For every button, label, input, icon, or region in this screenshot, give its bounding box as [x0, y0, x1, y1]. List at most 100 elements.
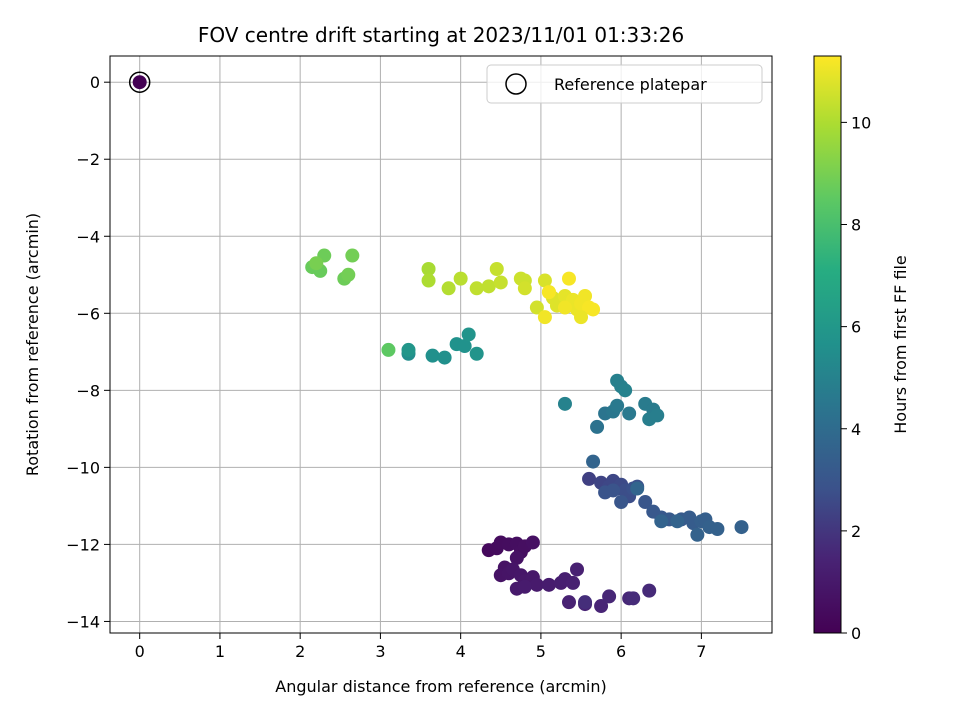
- legend-marker: [505, 73, 527, 95]
- y-tick-label: −14: [66, 612, 100, 631]
- data-point: [461, 327, 476, 342]
- y-tick-label: −8: [76, 381, 100, 400]
- colorbar-tick-label: 10: [851, 113, 871, 132]
- data-point: [425, 348, 440, 363]
- y-tick-label: −4: [76, 227, 100, 246]
- reference-circle: [128, 71, 151, 93]
- data-point: [537, 310, 552, 325]
- colorbar-tick-label: 6: [851, 318, 861, 337]
- legend: Reference platepar: [486, 64, 763, 104]
- x-axis-label: Angular distance from reference (arcmin): [275, 677, 606, 696]
- data-point: [574, 310, 589, 325]
- data-point: [421, 273, 436, 288]
- data-point: [638, 495, 653, 510]
- x-tick-label: 3: [375, 642, 385, 661]
- data-point: [642, 583, 657, 598]
- reference-marker: [128, 71, 151, 93]
- data-point: [618, 383, 633, 398]
- grid-lines: [110, 56, 772, 633]
- x-tick-label: 0: [135, 642, 145, 661]
- data-point: [517, 579, 532, 594]
- colorbar-tick-label: 2: [851, 522, 861, 541]
- colorbar-tick-label: 8: [851, 216, 861, 235]
- data-point: [381, 342, 396, 357]
- data-point: [441, 281, 456, 296]
- x-tick-label: 1: [215, 642, 225, 661]
- data-point: [557, 396, 572, 411]
- data-point: [630, 481, 645, 496]
- data-point: [541, 285, 556, 300]
- x-tick-label: 6: [616, 642, 626, 661]
- plot-frame: [109, 55, 773, 634]
- x-axis-ticks: 0 1 2 3 4 5 6 7: [135, 633, 706, 661]
- y-tick-label: −12: [66, 535, 100, 554]
- data-point: [622, 406, 637, 421]
- x-tick-label: 2: [295, 642, 305, 661]
- data-point: [421, 262, 436, 277]
- legend-label: Reference platepar: [554, 75, 707, 94]
- data-point: [437, 350, 452, 365]
- data-point: [610, 398, 625, 413]
- y-tick-label: −10: [66, 458, 100, 477]
- data-point: [578, 595, 593, 610]
- data-point: [525, 535, 540, 550]
- x-tick-label: 7: [696, 642, 706, 661]
- data-point: [469, 281, 484, 296]
- x-tick-label: 4: [456, 642, 466, 661]
- data-point: [469, 346, 484, 361]
- data-point: [561, 271, 576, 286]
- data-point: [509, 550, 524, 565]
- data-point: [606, 483, 621, 498]
- y-axis-ticks: 0 −2 −4 −6 −8 −10 −12 −14: [66, 73, 110, 631]
- data-point: [493, 275, 508, 290]
- data-point: [586, 454, 601, 469]
- data-point: [654, 514, 669, 529]
- data-point: [529, 300, 544, 315]
- data-point: [594, 599, 609, 614]
- data-point: [582, 471, 597, 486]
- y-tick-label: −2: [76, 150, 100, 169]
- data-point: [602, 589, 617, 604]
- data-point: [537, 273, 552, 288]
- data-point: [557, 300, 572, 315]
- data-point: [561, 595, 576, 610]
- colorbar-ticks: 0 2 4 6 8 10: [841, 113, 871, 643]
- chart-title: FOV centre drift starting at 2023/11/01 …: [198, 23, 684, 47]
- data-point: [670, 514, 685, 529]
- colorbar-gradient: [813, 55, 842, 634]
- data-point: [529, 577, 544, 592]
- data-point: [626, 591, 641, 606]
- colorbar-tick-label: 0: [851, 624, 861, 643]
- data-point: [457, 339, 472, 354]
- data-point: [734, 520, 749, 535]
- data-point: [453, 271, 468, 286]
- data-point: [401, 342, 416, 357]
- y-tick-label: 0: [90, 73, 100, 92]
- colorbar-label: Hours from first FF file: [891, 255, 910, 434]
- data-point: [132, 75, 147, 90]
- data-point: [341, 267, 356, 282]
- data-point: [481, 279, 496, 294]
- data-point: [489, 262, 504, 277]
- data-point: [541, 577, 556, 592]
- data-point: [345, 248, 360, 263]
- data-point: [586, 302, 601, 317]
- data-points: [132, 75, 749, 614]
- data-point: [517, 281, 532, 296]
- data-point: [578, 288, 593, 303]
- data-point: [309, 256, 324, 271]
- data-point: [565, 575, 580, 590]
- data-point: [590, 419, 605, 434]
- y-tick-label: −6: [76, 304, 100, 323]
- colorbar: 0 2 4 6 8 10 Hours from first FF file: [813, 55, 910, 643]
- legend-box: [486, 64, 763, 104]
- data-point: [710, 522, 725, 537]
- data-point: [650, 408, 665, 423]
- data-point: [690, 527, 705, 542]
- colorbar-tick-label: 4: [851, 420, 861, 439]
- data-point: [614, 495, 629, 510]
- y-axis-label: Rotation from reference (arcmin): [23, 213, 42, 476]
- x-tick-label: 5: [536, 642, 546, 661]
- data-point: [570, 562, 585, 577]
